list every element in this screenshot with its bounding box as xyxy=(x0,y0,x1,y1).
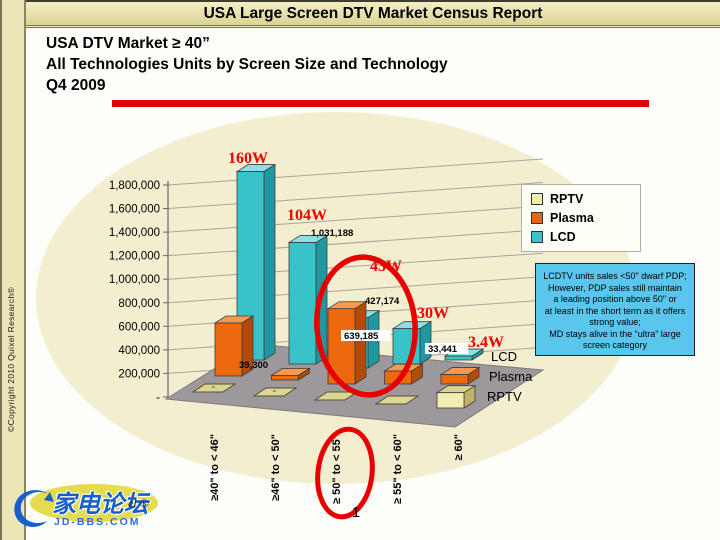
title-bar: USA Large Screen DTV Market Census Repor… xyxy=(26,0,720,28)
logo-swirl-icon xyxy=(14,490,54,527)
legend-label: LCD xyxy=(550,230,576,244)
red-underline xyxy=(112,100,649,107)
legend-item: LCD xyxy=(531,230,631,244)
bar-rptv-1 xyxy=(252,387,298,397)
data-label: 639,185 xyxy=(344,331,379,342)
y-axis-tick: 1,800,000 xyxy=(109,180,160,192)
logo-site-text: JD-BBS.COM xyxy=(54,516,141,528)
annotation-red: 160W xyxy=(228,150,268,167)
red-circle-bars xyxy=(314,254,418,398)
category-label: ≥40" to < 46" xyxy=(209,434,221,501)
y-axis-tick: 600,000 xyxy=(118,321,160,333)
series-axis-label: RPTV xyxy=(487,389,522,404)
chart-heading: USA DTV Market ≥ 40” All Technologies Un… xyxy=(46,35,448,94)
bar-plasma-4 xyxy=(439,366,481,385)
data-label: 39,300 xyxy=(239,360,268,371)
legend-swatch xyxy=(531,212,543,224)
annotation-red: 30W xyxy=(417,305,449,322)
bar-plasma-1 xyxy=(270,367,311,381)
legend-item: Plasma xyxy=(531,211,631,225)
y-axis-tick: 1,400,000 xyxy=(109,227,160,239)
y-axis-tick: 200,000 xyxy=(118,368,160,380)
bar-rptv-4 xyxy=(435,384,477,409)
red-circle-label xyxy=(315,426,375,520)
y-axis-tick: 1,200,000 xyxy=(109,251,160,263)
data-label: 33,441 xyxy=(428,344,458,355)
logo-background-ellipse xyxy=(30,484,158,522)
page-number: 1 xyxy=(351,504,361,521)
legend-label: Plasma xyxy=(550,211,594,225)
y-axis-tick: 1,000,000 xyxy=(109,274,160,286)
left-frame: ©Copyright 2010 Quixel Research® xyxy=(0,0,26,540)
watermark-fragment: el ® xyxy=(128,496,149,510)
logo-cjk-text: 家电论坛 xyxy=(52,491,148,518)
y-axis-tick: 800,000 xyxy=(118,298,160,310)
annotation-red: 3.4W xyxy=(468,334,504,351)
category-label: ≥46" to < 50" xyxy=(270,434,282,501)
slide-title: USA Large Screen DTV Market Census Repor… xyxy=(203,5,543,22)
zero-dash: - xyxy=(273,386,276,395)
data-label: 1,031,188 xyxy=(311,228,353,239)
bar-plasma-2 xyxy=(326,300,368,385)
y-axis-tick: 1,600,000 xyxy=(109,204,160,216)
y-axis-tick: 400,000 xyxy=(118,345,160,357)
bar-rptv-0 xyxy=(191,383,237,393)
category-label: ≥ 55" to < 60" xyxy=(392,434,404,504)
data-label: 427,174 xyxy=(365,296,400,307)
jd-bbs-logo: 家电论坛 el ® JD-BBS.COM xyxy=(10,482,190,538)
series-axis-label: LCD xyxy=(491,349,517,364)
category-label: ≥ 50" to < 55" xyxy=(331,434,343,504)
series-axis-label: Plasma xyxy=(489,369,533,384)
legend-label: RPTV xyxy=(550,192,584,206)
y-axis-tick: - xyxy=(156,392,160,404)
note-box: LCDTV units sales <50" dwarf PDP; Howeve… xyxy=(535,263,695,356)
category-label: ≥ 60" xyxy=(453,434,465,461)
annotation-red: 104W xyxy=(287,207,327,224)
legend-item: RPTV xyxy=(531,192,631,206)
bar-plasma-0 xyxy=(213,315,255,377)
legend-swatch xyxy=(531,193,543,205)
chart-legend: RPTV Plasma LCD xyxy=(521,184,641,252)
legend-swatch xyxy=(531,231,543,243)
zero-dash: - xyxy=(212,382,215,391)
bar-rptv-3 xyxy=(374,395,420,405)
